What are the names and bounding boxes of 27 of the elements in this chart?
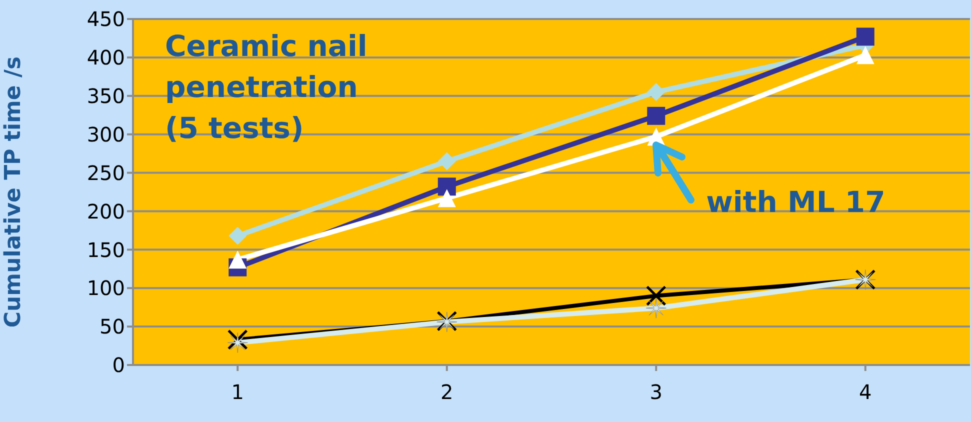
point [646,298,666,318]
point [438,152,456,170]
point [438,178,456,196]
y-tick-label: 400 [86,46,125,70]
y-tick-label: 150 [86,238,125,262]
point [438,189,456,208]
point [646,286,666,306]
x-tick-label: 4 [859,380,872,404]
y-tick-label: 50 [100,314,125,339]
y-tick-label: 450 [86,7,125,32]
annotation: with ML 17 [706,184,886,219]
y-tick-label: 350 [86,84,125,108]
y-axis-title: Cumulative TP time /s [0,56,26,328]
y-tick-label: 0 [112,353,125,378]
y-tick-label: 250 [86,160,125,185]
point [856,46,874,64]
point [856,28,874,46]
x-tick-label: 3 [650,380,662,404]
y-tick-label: 300 [86,122,125,146]
point [228,250,247,269]
point [647,83,666,102]
point [647,106,666,125]
point [228,226,247,245]
y-tick-label: 200 [86,199,125,224]
x-tick-label: 1 [231,380,244,404]
y-tick-label: 100 [86,276,125,300]
x-tick-label: 2 [440,380,454,404]
